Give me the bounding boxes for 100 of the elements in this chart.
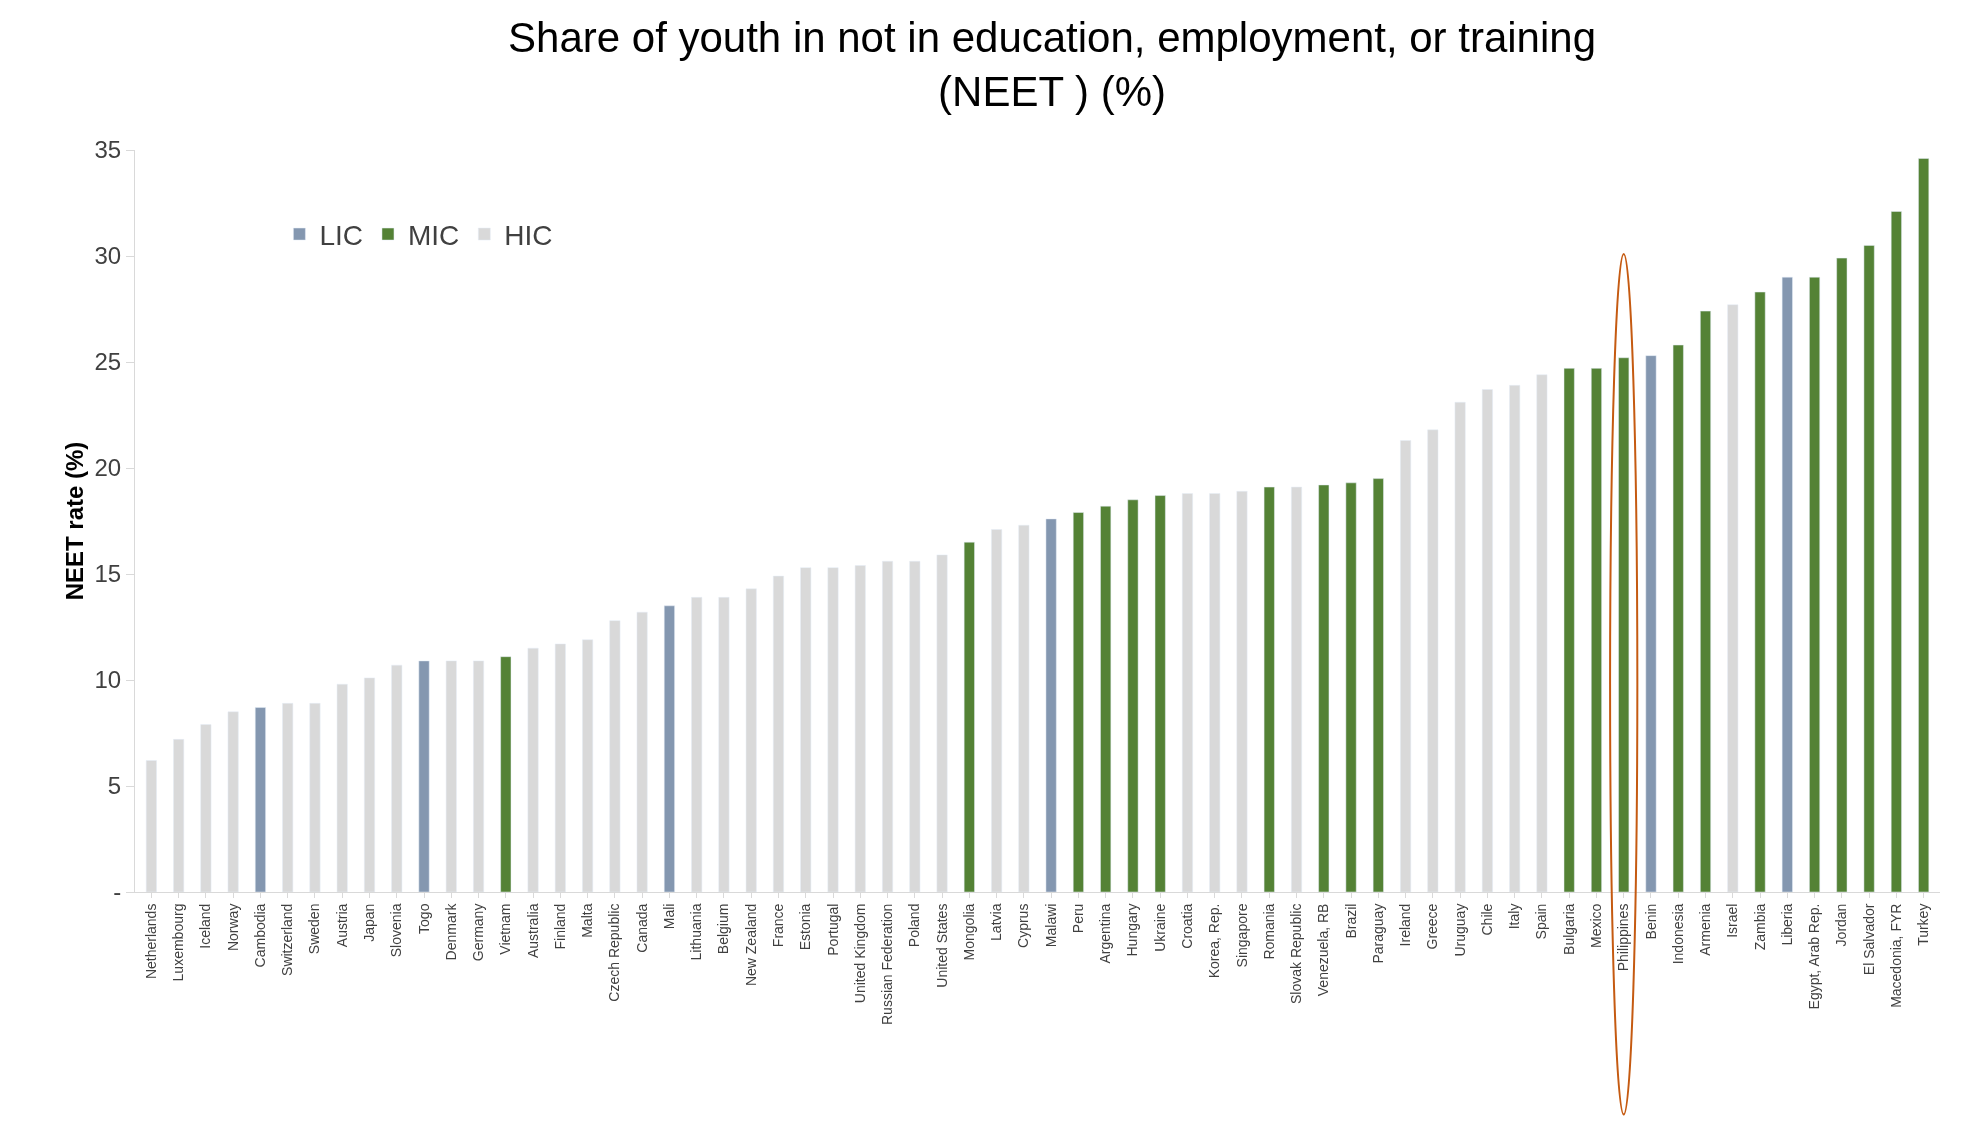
bar xyxy=(418,660,430,892)
x-tick-label: New Zealand xyxy=(742,903,759,987)
x-tick-label: Sweden xyxy=(306,903,323,955)
x-tick-label: Czech Republic xyxy=(606,903,623,1002)
x-tick-label: Benin xyxy=(1642,903,1659,940)
bar xyxy=(1836,257,1848,892)
bar xyxy=(1618,357,1630,892)
x-tick-label: Indonesia xyxy=(1669,903,1686,965)
y-tick-label: 10 xyxy=(94,666,122,694)
legend-label: HIC xyxy=(504,219,553,251)
x-tick-label: Togo xyxy=(415,903,432,934)
x-tick-label: Russian Federation xyxy=(879,903,896,1026)
x-tick-label: Uruguay xyxy=(1451,903,1468,957)
legend-label: LIC xyxy=(319,219,363,251)
x-tick-label: Armenia xyxy=(1697,903,1714,956)
x-tick-label: Liberia xyxy=(1778,903,1795,946)
x-tick-label: Mongolia xyxy=(960,903,977,961)
x-tick-label: Lithuania xyxy=(688,903,705,961)
x-tick-label: Macedonia, FYR xyxy=(1887,903,1904,1008)
bar xyxy=(500,656,512,892)
x-tick-label: Mexico xyxy=(1588,903,1604,948)
x-tick-label: Egypt, Arab Rep. xyxy=(1806,903,1823,1010)
x-tick-label: Norway xyxy=(224,903,241,952)
y-tick-label: 5 xyxy=(107,772,122,800)
x-tick-label: Israel xyxy=(1724,903,1741,938)
x-tick-label: Spain xyxy=(1533,903,1550,940)
x-tick-label: Italy xyxy=(1506,903,1523,930)
y-tick-label: 35 xyxy=(94,136,122,164)
bar xyxy=(1372,478,1384,892)
x-tick-label: Argentina xyxy=(1097,903,1114,964)
x-tick-label: Mali xyxy=(660,903,677,930)
x-tick-label: Luxembourg xyxy=(170,903,187,982)
x-tick-label: Germany xyxy=(470,903,487,962)
x-tick-label: Slovenia xyxy=(388,903,405,958)
x-tick-label: Denmark xyxy=(442,902,459,961)
y-tick-label: 20 xyxy=(94,454,122,482)
bar xyxy=(1100,505,1112,892)
x-tick-label: Romania xyxy=(1260,903,1277,960)
x-tick-label: Australia xyxy=(524,903,541,959)
x-tick-label: Iceland xyxy=(197,903,214,949)
x-tick-label: Paraguay xyxy=(1369,903,1386,964)
y-tick-label: 15 xyxy=(94,560,122,588)
bar xyxy=(1563,368,1575,892)
x-tick-label: Malta xyxy=(579,903,596,938)
x-tick-label: France xyxy=(770,903,787,948)
x-tick-label: Slovak Republic xyxy=(1288,903,1305,1004)
x-tick-label: Venezuela, RB xyxy=(1315,903,1332,997)
x-tick-label: Croatia xyxy=(1179,903,1196,949)
x-tick-label: Chile xyxy=(1478,903,1495,936)
bar xyxy=(1591,368,1602,892)
x-tick-label: Zambia xyxy=(1751,903,1768,951)
bar xyxy=(1700,310,1711,892)
x-tick-label: Japan xyxy=(361,903,378,942)
x-tick-label: Finland xyxy=(551,903,568,950)
bar xyxy=(1809,276,1821,892)
x-tick-label: United Kingdom xyxy=(851,903,868,1004)
x-tick-label: Latvia xyxy=(988,903,1005,941)
x-tick-label: Poland xyxy=(906,903,923,948)
legend-label: MIC xyxy=(407,219,460,251)
bar xyxy=(1154,495,1166,892)
x-tick-label: El Salvador xyxy=(1860,903,1877,976)
x-tick-label: Cyprus xyxy=(1015,903,1032,948)
x-tick-label: Malawi xyxy=(1042,903,1059,948)
bar xyxy=(1263,486,1275,892)
x-tick-label: Hungary xyxy=(1124,903,1141,957)
bar xyxy=(1072,512,1084,892)
y-tick-label: 30 xyxy=(94,242,122,270)
x-tick-label: United States xyxy=(933,903,950,988)
x-tick-label: Switzerland xyxy=(279,903,296,976)
x-tick-label: Ireland xyxy=(1397,903,1414,947)
x-tick-label: Cambodia xyxy=(251,903,268,968)
x-tick-label: Austria xyxy=(333,903,350,948)
x-tick-label: Netherlands xyxy=(142,903,159,980)
x-tick-label: Peru xyxy=(1069,903,1086,934)
chart-title: Share of youth in not in education, employment, or training (NEET ) (%) xyxy=(508,13,1597,116)
x-tick-label: Estonia xyxy=(797,903,814,951)
bar xyxy=(1672,344,1684,892)
x-tick-label: Philippines xyxy=(1615,903,1632,972)
x-tick-label: Singapore xyxy=(1233,903,1250,968)
bar xyxy=(1781,276,1793,892)
x-tick-label: Belgium xyxy=(715,903,732,955)
bar xyxy=(1645,355,1657,892)
bar xyxy=(1890,211,1902,892)
x-tick-label: Portugal xyxy=(824,903,841,956)
bar xyxy=(1863,245,1875,892)
y-tick-label: - xyxy=(113,878,122,906)
bar xyxy=(1345,482,1357,892)
x-tick-label: Brazil xyxy=(1342,903,1359,939)
bar xyxy=(254,707,266,892)
x-tick-label: Vietnam xyxy=(497,903,514,955)
bar xyxy=(1127,499,1139,892)
x-tick-label: Jordan xyxy=(1833,903,1850,947)
x-tick-label: Canada xyxy=(633,903,650,953)
bar xyxy=(963,541,975,892)
x-tick-label: Greece xyxy=(1424,903,1441,950)
x-tick-label: Korea, Rep. xyxy=(1206,903,1223,979)
x-tick-label: Ukraine xyxy=(1151,903,1168,952)
y-axis-title: NEET rate (%) xyxy=(60,441,88,601)
y-tick-label: 25 xyxy=(94,348,122,376)
bar xyxy=(1754,291,1766,892)
